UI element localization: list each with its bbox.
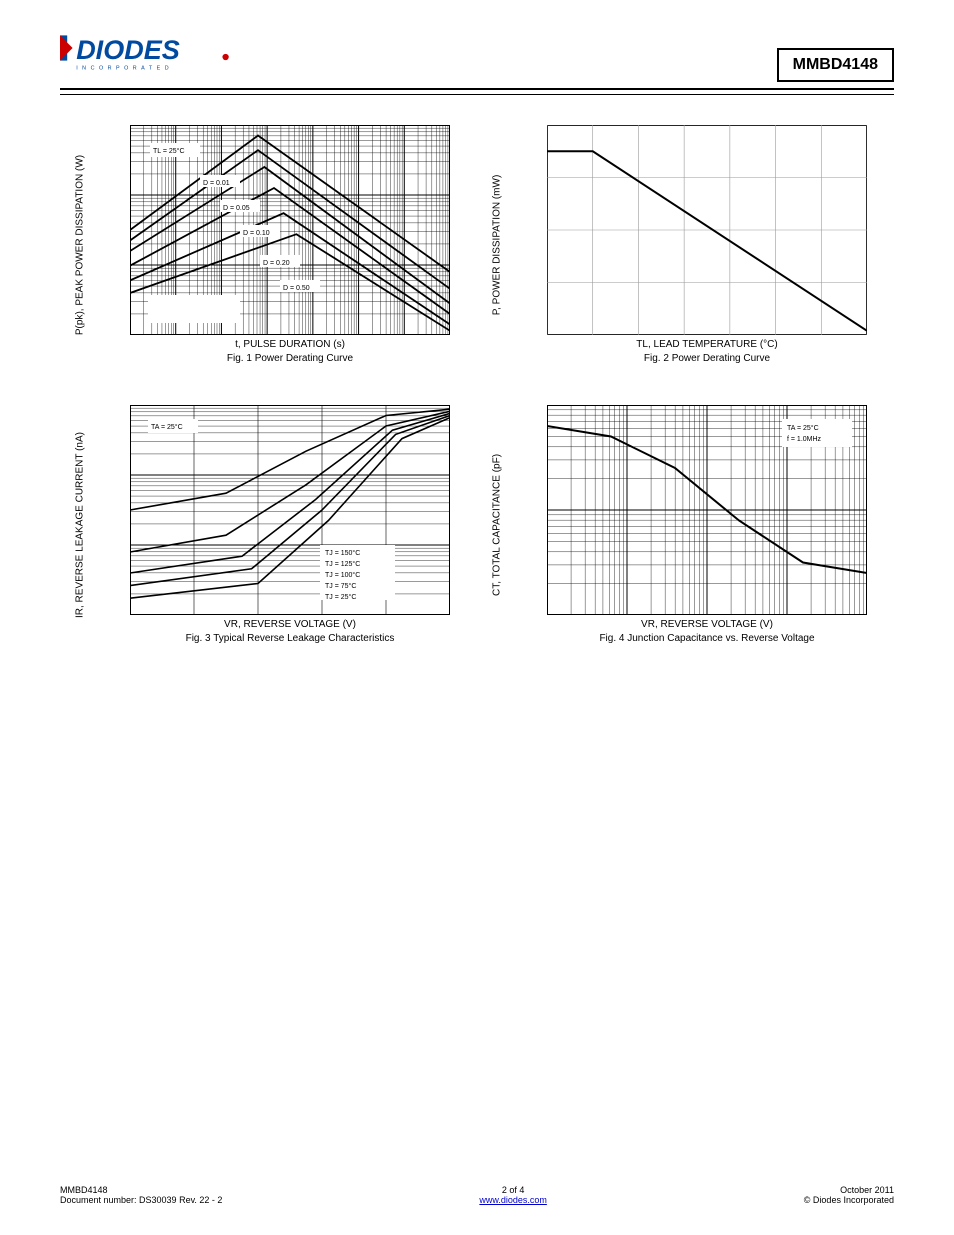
fig3-title: Fig. 3 Typical Reverse Leakage Character…	[130, 632, 450, 645]
fig4-xlabel: VR, REVERSE VOLTAGE (V)	[547, 619, 867, 630]
fig2-xlabel: TL, LEAD TEMPERATURE (°C)	[547, 339, 867, 350]
rule-thin	[60, 94, 894, 95]
figure-3: IR, REVERSE LEAKAGE CURRENT (nA) TA = 25…	[80, 405, 457, 645]
fig3-plot: TA = 25°C TJ = 150°C TJ = 125°C TJ = 100°C T…	[130, 405, 450, 615]
svg-text:INCORPORATED: INCORPORATED	[76, 66, 173, 72]
svg-text:TJ = 150°C: TJ = 150°C	[325, 549, 360, 557]
svg-text:TJ = 125°C: TJ = 125°C	[325, 560, 360, 568]
svg-text:D = 0.50: D = 0.50	[283, 285, 310, 292]
footer-docnum: Document number: DS30039 Rev. 22 - 2	[60, 1195, 222, 1205]
diodes-logo: DIODES INCORPORATED	[60, 30, 240, 75]
fig4-plot: TA = 25°C f = 1.0MHz	[547, 405, 867, 615]
svg-text:f = 1.0MHz: f = 1.0MHz	[787, 436, 822, 443]
footer-link[interactable]: www.diodes.com	[479, 1195, 547, 1205]
svg-text:TA = 25°C: TA = 25°C	[151, 423, 183, 431]
figure-1: P(pk), PEAK POWER DISSIPATION (W) TL = 2…	[80, 125, 457, 365]
svg-text:TA = 25°C: TA = 25°C	[787, 424, 819, 432]
fig2-plot	[547, 125, 867, 335]
fig2-title: Fig. 2 Power Derating Curve	[547, 352, 867, 365]
svg-text:TJ = 75°C: TJ = 75°C	[325, 582, 356, 590]
fig3-xlabel: VR, REVERSE VOLTAGE (V)	[130, 619, 450, 630]
fig1-ylabel: P(pk), PEAK POWER DISSIPATION (W)	[75, 145, 86, 345]
svg-text:TJ = 25°C: TJ = 25°C	[325, 593, 356, 601]
fig1-title: Fig. 1 Power Derating Curve	[130, 352, 450, 365]
figure-4: CT, TOTAL CAPACITANCE (pF) TA = 25°Cf = …	[497, 405, 874, 645]
footer-left: MMBD4148 Document number: DS30039 Rev. 2…	[60, 1185, 222, 1205]
fig4-title: Fig. 4 Junction Capacitance vs. Reverse …	[547, 632, 867, 645]
figure-2: P, POWER DISSIPATION (mW) TL, LEAD TEMPE…	[497, 125, 874, 365]
svg-text:TJ = 100°C: TJ = 100°C	[325, 571, 360, 579]
svg-text:D = 0.05: D = 0.05	[223, 205, 250, 212]
fig1-plot: TL = 25°C D = 0.01 D = 0.05 D = 0.10 D = 0.2…	[130, 125, 450, 335]
svg-text:TL = 25°C: TL = 25°C	[153, 147, 185, 155]
fig2-ylabel: P, POWER DISSIPATION (mW)	[492, 145, 503, 345]
part-number-box: MMBD4148	[777, 48, 894, 82]
svg-text:D = 0.01: D = 0.01	[203, 180, 230, 187]
page-footer: MMBD4148 Document number: DS30039 Rev. 2…	[60, 1185, 894, 1205]
svg-text:DIODES: DIODES	[76, 35, 180, 65]
svg-text:D = 0.10: D = 0.10	[243, 230, 270, 237]
fig4-ylabel: CT, TOTAL CAPACITANCE (pF)	[492, 425, 503, 625]
fig1-xlabel: t, PULSE DURATION (s)	[130, 339, 450, 350]
footer-right: October 2011© Diodes Incorporated	[804, 1185, 894, 1205]
fig3-ylabel: IR, REVERSE LEAKAGE CURRENT (nA)	[75, 425, 86, 625]
footer-center: 2 of 4 www.diodes.com	[479, 1185, 547, 1205]
svg-text:D = 0.20: D = 0.20	[263, 260, 290, 267]
rule-thick	[60, 88, 894, 90]
